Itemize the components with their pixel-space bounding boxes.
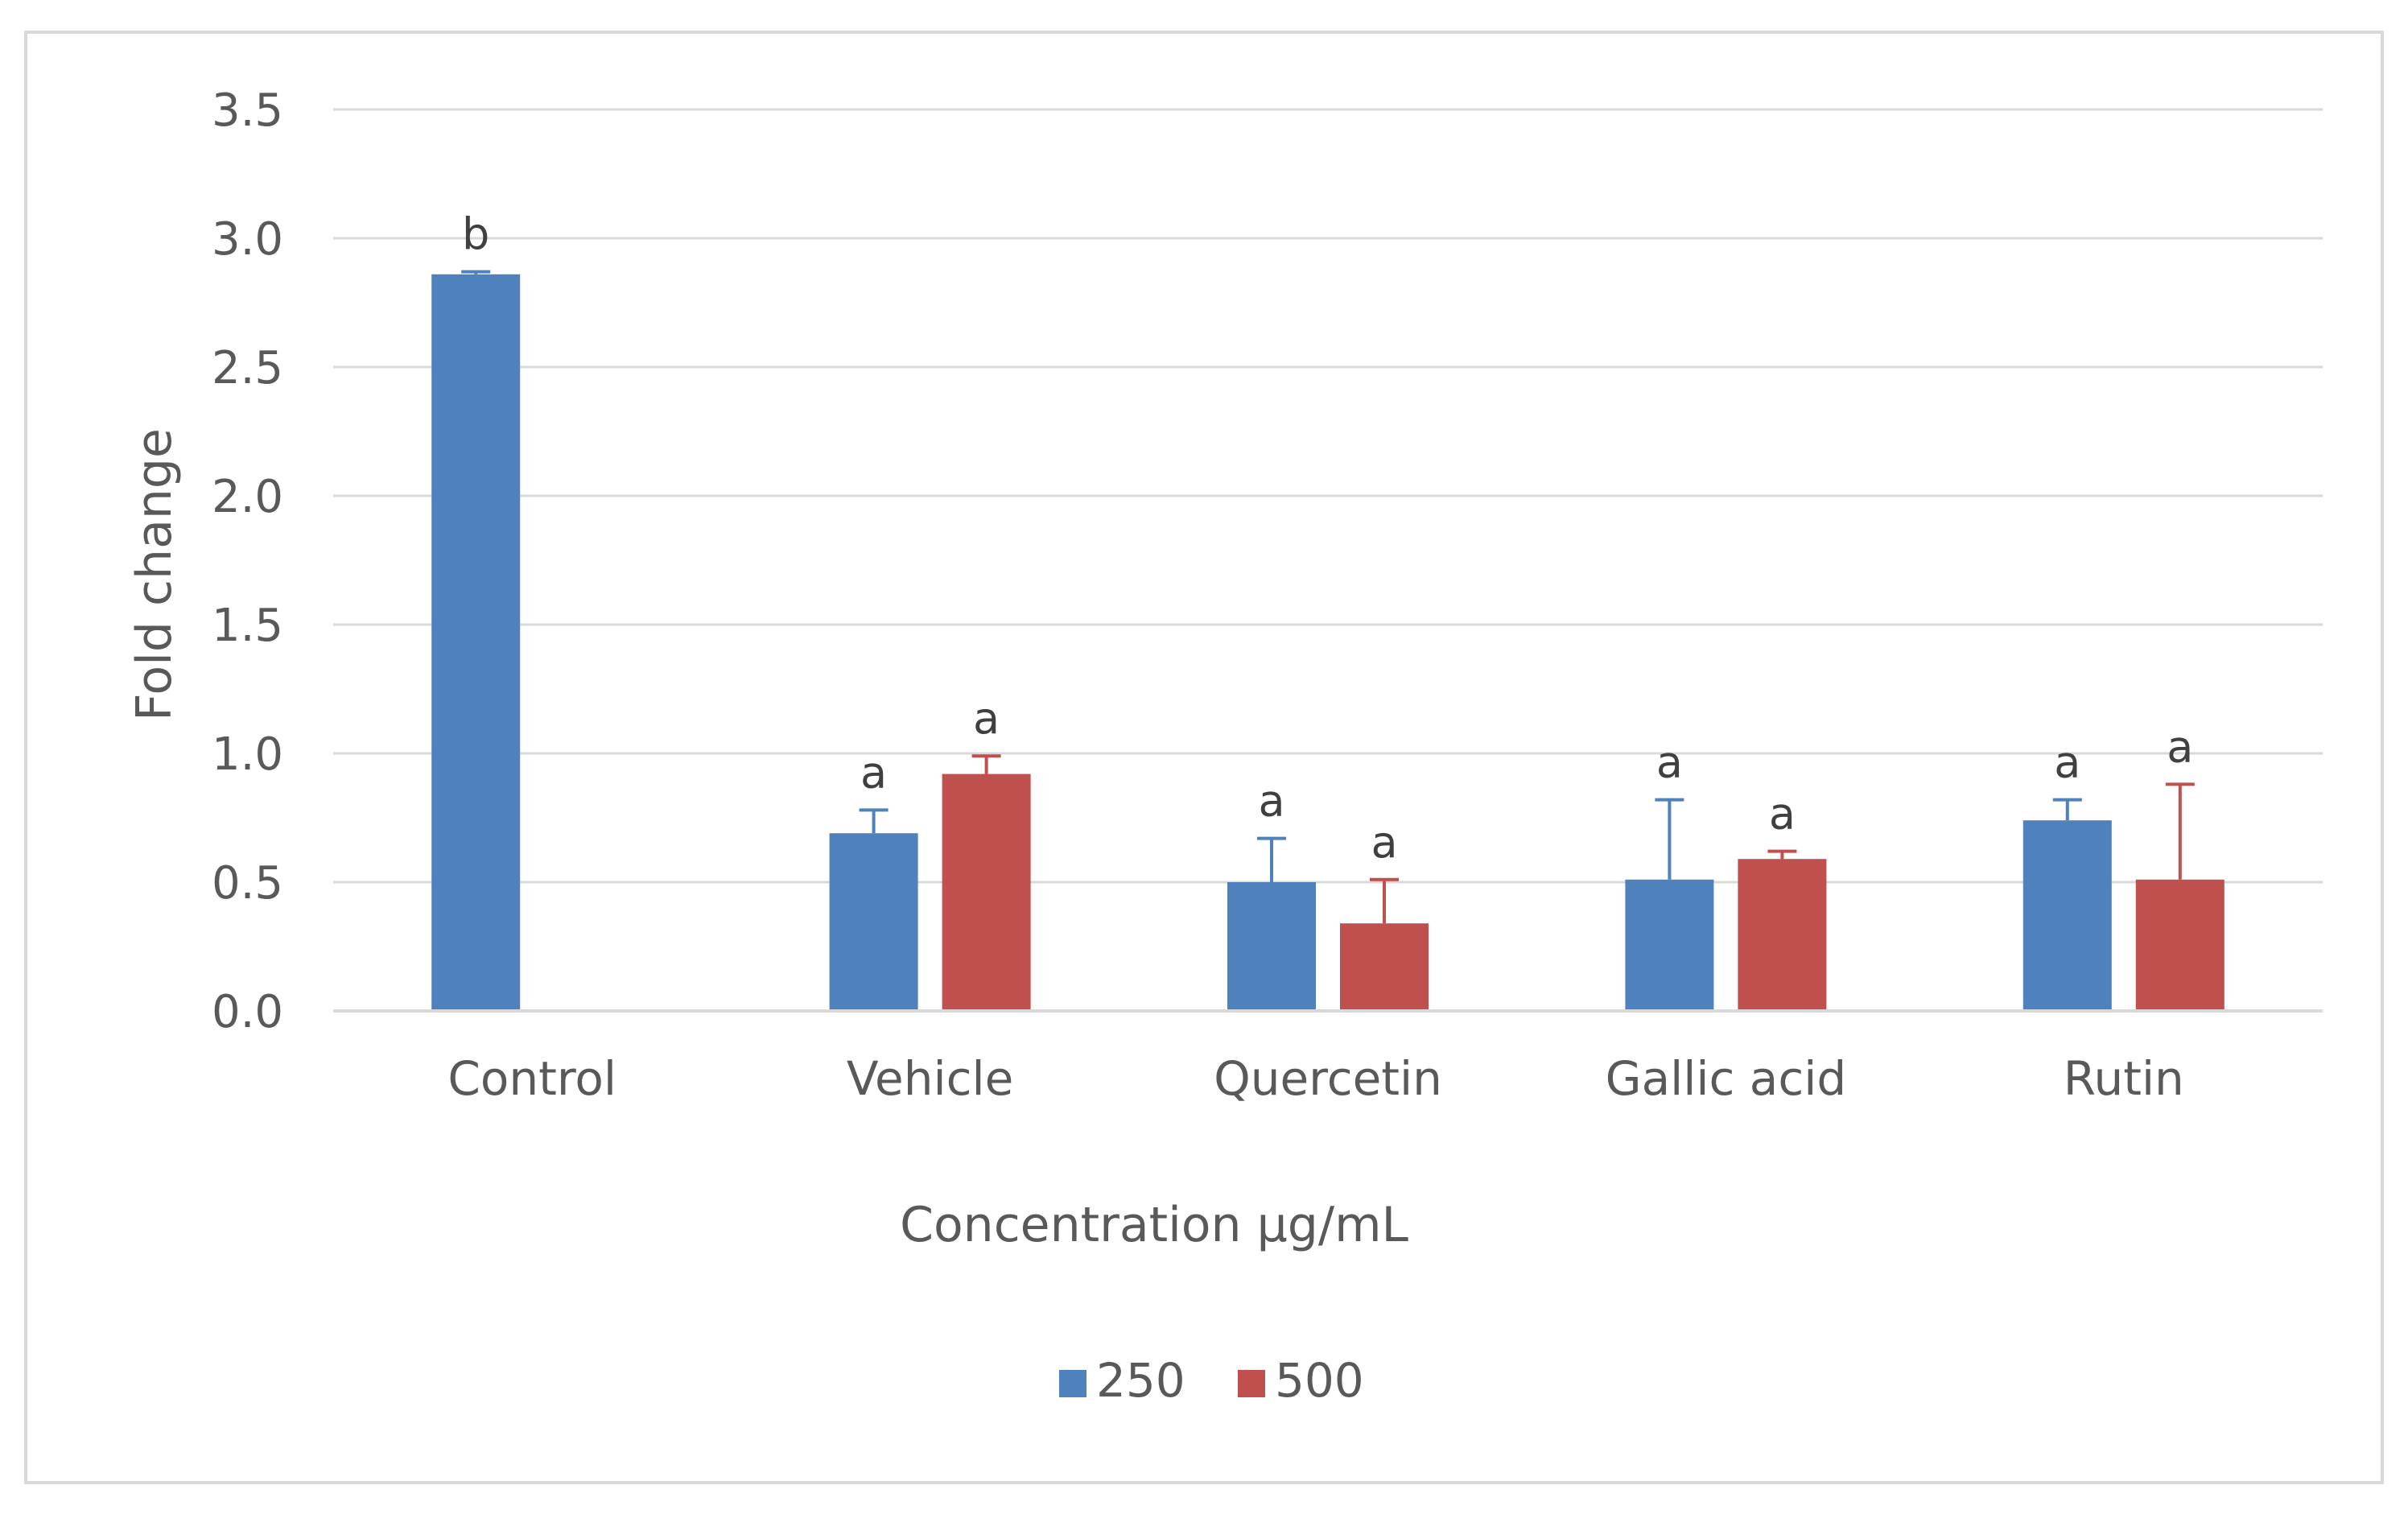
significance-label: a: [973, 693, 1000, 744]
bars: b a a a a a a a a: [431, 209, 2225, 1011]
x-tick-label: Rutin: [2064, 1051, 2184, 1106]
y-tick-label: 2.5: [212, 342, 283, 394]
x-tick-label: Gallic acid: [1606, 1051, 1847, 1106]
y-axis-title: Fold change: [126, 428, 183, 721]
bar: [942, 774, 1031, 1011]
legend-label-500: 500: [1275, 1353, 1364, 1408]
bar: [1227, 882, 1316, 1011]
significance-label: a: [860, 747, 887, 798]
bar: [1340, 923, 1429, 1011]
y-tick-label: 1.0: [212, 728, 283, 781]
x-tick-label: Quercetin: [1214, 1051, 1442, 1106]
y-tick-label: 0.5: [212, 857, 283, 910]
significance-label: a: [1769, 789, 1796, 840]
legend-swatch-500: [1238, 1370, 1265, 1397]
y-tick-label: 2.0: [212, 471, 283, 523]
significance-label: a: [1371, 817, 1397, 868]
x-axis-title: Concentration µg/mL: [900, 1197, 1408, 1253]
legend-swatch-250: [1059, 1370, 1086, 1397]
chart-frame: 0.0 0.5 1.0 1.5 2.0 2.5 3.0 3.5 b a a a a a a a a Contr…: [24, 31, 2384, 1484]
significance-label: a: [2167, 721, 2193, 772]
significance-label: a: [1656, 737, 1683, 788]
y-axis: 0.0 0.5 1.0 1.5 2.0 2.5 3.0 3.5: [212, 85, 283, 1038]
y-tick-label: 3.0: [212, 213, 283, 266]
legend-label-250: 250: [1096, 1353, 1185, 1408]
bar: [431, 274, 520, 1011]
bar: [1625, 880, 1713, 1011]
y-tick-label: 1.5: [212, 600, 283, 652]
bar-chart: 0.0 0.5 1.0 1.5 2.0 2.5 3.0 3.5 b a a a a a a a a Contr…: [27, 34, 2387, 1487]
significance-label: a: [1258, 776, 1284, 827]
x-tick-label: Vehicle: [847, 1051, 1013, 1106]
significance-label: b: [462, 209, 489, 260]
legend: 250 500: [1059, 1353, 1364, 1408]
y-tick-label: 0.0: [212, 986, 283, 1038]
significance-label: a: [2054, 737, 2080, 788]
x-axis: Control Vehicle Quercetin Gallic acid Rutin: [333, 1011, 2323, 1106]
bar: [830, 833, 918, 1011]
y-tick-label: 3.5: [212, 85, 283, 137]
bar: [2023, 820, 2112, 1011]
bar: [1738, 859, 1826, 1011]
bar: [2136, 880, 2225, 1011]
x-tick-label: Control: [447, 1051, 616, 1106]
